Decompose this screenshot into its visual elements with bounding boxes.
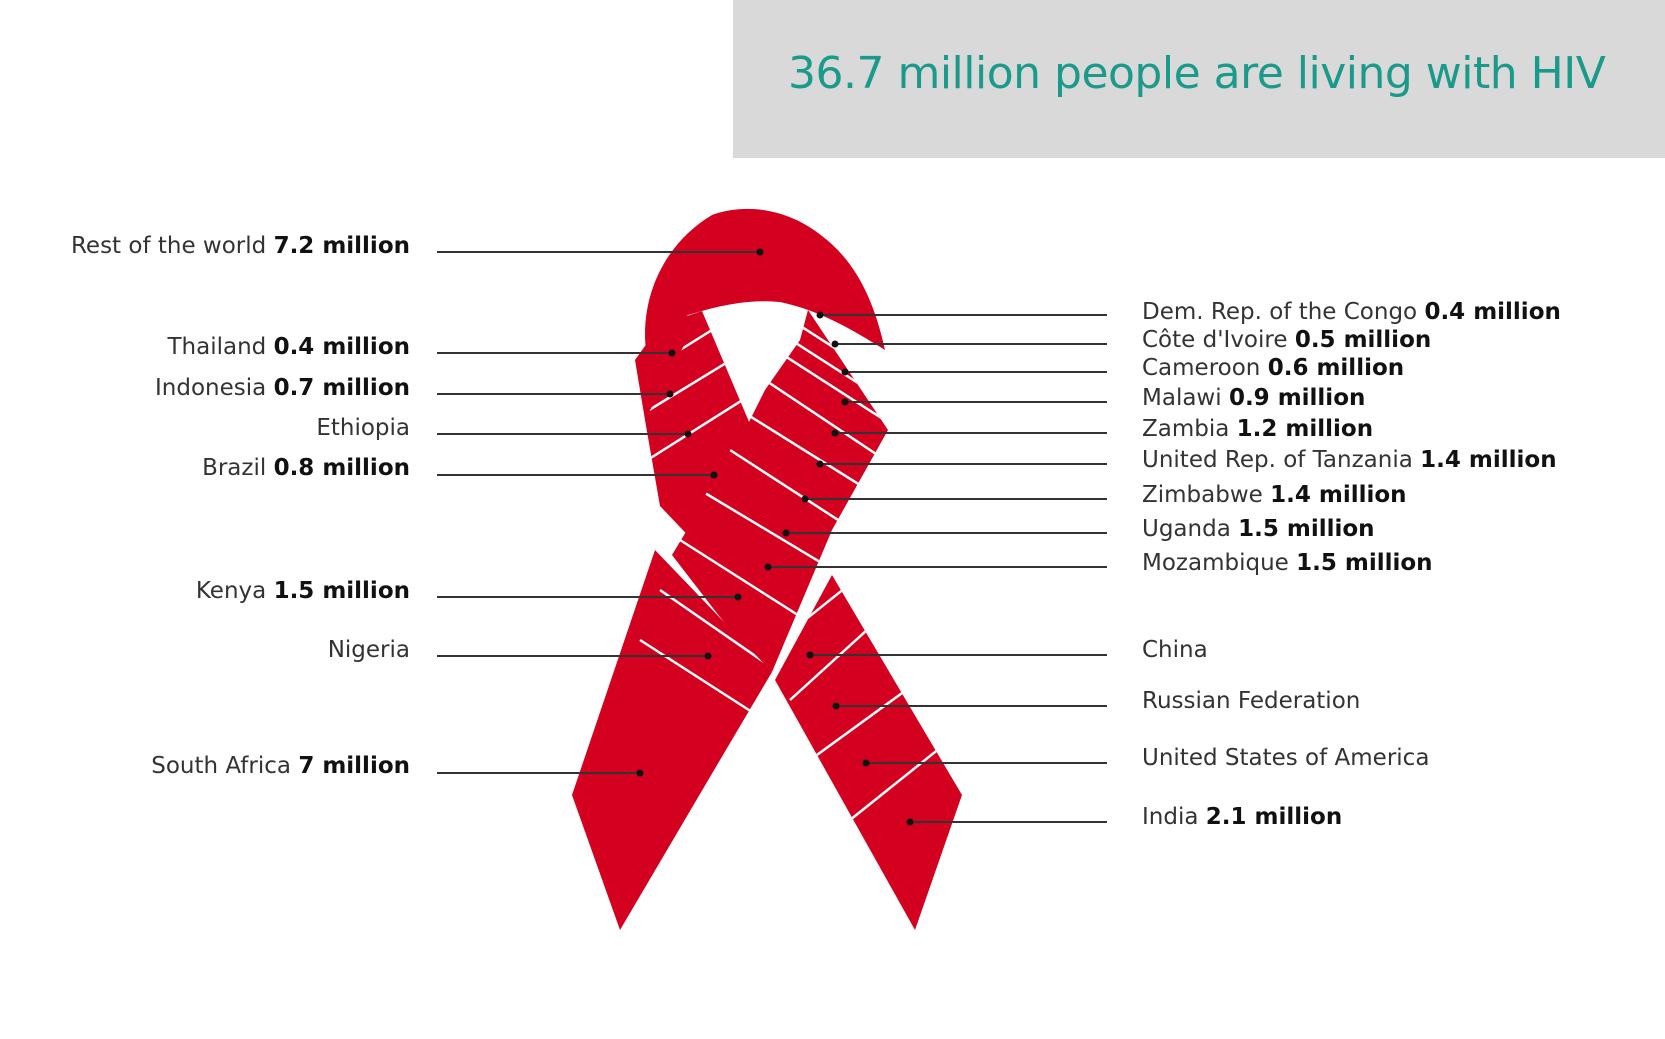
country-name: Zimbabwe	[1142, 482, 1263, 508]
country-name: China	[1142, 637, 1208, 663]
leader-dot-russian-federation	[832, 702, 840, 710]
ribbon-right-lower	[775, 575, 962, 930]
leader-dot-nigeria	[704, 652, 712, 660]
country-label-malawi: Malawi 0.9 million	[1142, 384, 1365, 412]
country-value: 0.4 million	[273, 334, 410, 360]
country-value: 0.4 million	[1424, 299, 1561, 325]
country-label-brazil: Brazil 0.8 million	[202, 454, 410, 482]
country-label-thailand: Thailand 0.4 million	[167, 333, 410, 361]
country-name: Malawi	[1142, 385, 1222, 411]
leader-dot-brazil	[710, 471, 718, 479]
country-value: 1.2 million	[1236, 416, 1374, 442]
country-name: Mozambique	[1142, 550, 1289, 576]
country-label-indonesia: Indonesia 0.7 million	[155, 374, 410, 402]
country-value: 0.8 million	[273, 455, 410, 481]
country-value: 1.5 million	[1296, 550, 1433, 576]
country-label-dem-rep-of-the-congo: Dem. Rep. of the Congo 0.4 million	[1142, 298, 1561, 326]
leader-dot-south-africa	[636, 769, 644, 777]
country-value: 1.4 million	[1420, 447, 1557, 473]
country-label-india: India 2.1 million	[1142, 803, 1342, 831]
country-label-kenya: Kenya 1.5 million	[196, 577, 410, 605]
ribbon-shape	[572, 208, 962, 930]
country-label-zambia: Zambia 1.2 million	[1142, 415, 1373, 443]
country-value: 1.5 million	[273, 578, 410, 604]
country-label-united-states-of-america: United States of America	[1142, 744, 1429, 772]
segment-divider	[645, 368, 758, 492]
country-name: Kenya	[195, 578, 267, 604]
country-name: Dem. Rep. of the Congo	[1142, 299, 1418, 325]
leader-dot-china	[806, 651, 814, 659]
country-value: 1.5 million	[1238, 516, 1375, 542]
country-label-uganda: Uganda 1.5 million	[1142, 515, 1375, 543]
country-name: Ethiopia	[316, 415, 410, 441]
country-label-c-te-d-ivoire: Côte d'Ivoire 0.5 million	[1142, 326, 1431, 354]
country-name: Rest of the world	[70, 233, 267, 259]
country-value: 7 million	[298, 753, 410, 779]
segment-divider	[849, 739, 951, 821]
country-name: Thailand	[167, 334, 267, 360]
country-name: United States of America	[1142, 745, 1430, 771]
country-label-nigeria: Nigeria	[328, 636, 410, 664]
country-label-south-africa: South Africa 7 million	[151, 752, 410, 780]
country-value: 0.7 million	[273, 375, 410, 401]
country-label-united-rep-of-tanzania: United Rep. of Tanzania 1.4 million	[1142, 446, 1557, 474]
leader-dot-india	[906, 818, 914, 826]
country-value: 0.5 million	[1294, 327, 1432, 353]
country-name: Uganda	[1142, 516, 1231, 542]
country-name: Indonesia	[155, 375, 267, 401]
leader-dot-rest-of-the-world	[756, 248, 764, 256]
country-name: Zambia	[1142, 416, 1230, 442]
segment-divider	[759, 338, 888, 432]
country-label-china: China	[1142, 636, 1208, 664]
country-value: 7.2 million	[273, 233, 410, 259]
ribbon-left-lower	[572, 550, 772, 930]
country-value: 2.1 million	[1205, 804, 1343, 830]
leader-dot-kenya	[734, 593, 742, 601]
leader-dot-cameroon	[841, 368, 849, 376]
title-banner: 36.7 million people are living with HIV	[733, 0, 1665, 158]
country-name: United Rep. of Tanzania	[1142, 447, 1413, 473]
country-name: South Africa	[151, 753, 291, 779]
leader-dot-united-states-of-america	[862, 759, 870, 767]
country-name: Brazil	[202, 455, 267, 481]
country-name: Russian Federation	[1142, 688, 1361, 714]
leader-dot-indonesia	[666, 390, 674, 398]
leader-dot-zimbabwe	[801, 495, 809, 503]
country-name: India	[1142, 804, 1199, 830]
page-title: 36.7 million people are living with HIV	[788, 48, 1606, 99]
country-name: Cameroon	[1142, 355, 1261, 381]
ribbon-diagonal	[672, 310, 888, 672]
country-label-russian-federation: Russian Federation	[1142, 687, 1360, 715]
country-name: Nigeria	[327, 637, 410, 663]
country-label-zimbabwe: Zimbabwe 1.4 million	[1142, 481, 1407, 509]
country-name: Côte d'Ivoire	[1142, 327, 1288, 353]
leader-dot-thailand	[668, 349, 676, 357]
leader-dot-ethiopia	[684, 430, 692, 438]
leader-dot-zambia	[831, 429, 839, 437]
country-label-ethiopia: Ethiopia	[316, 414, 410, 442]
country-value: 0.9 million	[1228, 385, 1366, 411]
country-label-rest-of-the-world: Rest of the world 7.2 million	[71, 232, 410, 260]
leader-dot-mozambique	[764, 563, 772, 571]
country-value: 1.4 million	[1270, 482, 1407, 508]
leader-dot-dem-rep-of-the-congo	[816, 311, 824, 319]
country-value: 0.6 million	[1267, 355, 1405, 381]
country-label-mozambique: Mozambique 1.5 million	[1142, 549, 1433, 577]
segment-divider	[809, 678, 921, 762]
country-label-cameroon: Cameroon 0.6 million	[1142, 354, 1404, 382]
leader-dot-malawi	[841, 398, 849, 406]
leader-dot-c-te-d-ivoire	[831, 340, 839, 348]
leader-dot-united-rep-of-tanzania	[816, 460, 824, 468]
leader-dot-uganda	[782, 529, 790, 537]
